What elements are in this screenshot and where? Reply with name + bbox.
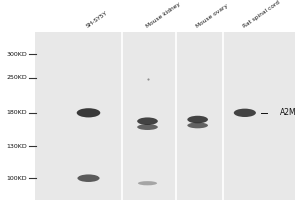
Ellipse shape xyxy=(137,117,158,125)
Text: 180KD: 180KD xyxy=(7,110,27,115)
Ellipse shape xyxy=(138,181,157,185)
Text: 100KD: 100KD xyxy=(7,176,27,181)
Text: 300KD: 300KD xyxy=(7,52,27,57)
Text: 130KD: 130KD xyxy=(7,144,27,149)
Text: SH-SY5Y: SH-SY5Y xyxy=(85,11,109,29)
Ellipse shape xyxy=(77,174,100,182)
Ellipse shape xyxy=(234,109,256,117)
Text: Rat spinal cord: Rat spinal cord xyxy=(242,0,281,29)
Text: Mouse ovary: Mouse ovary xyxy=(195,3,229,29)
FancyBboxPatch shape xyxy=(35,32,295,200)
Text: A2M: A2M xyxy=(280,108,297,117)
Ellipse shape xyxy=(77,108,100,117)
Text: Mouse kidney: Mouse kidney xyxy=(145,1,181,29)
Ellipse shape xyxy=(137,124,158,130)
Ellipse shape xyxy=(187,122,208,128)
Text: 250KD: 250KD xyxy=(7,75,27,80)
Ellipse shape xyxy=(187,116,208,123)
